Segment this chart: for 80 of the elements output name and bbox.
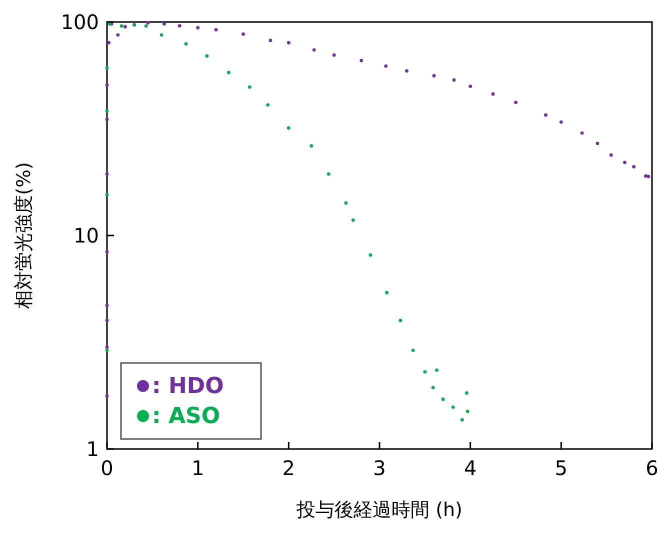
- point: [105, 250, 109, 254]
- point: [105, 348, 109, 352]
- point: [623, 160, 626, 164]
- point: [632, 165, 636, 168]
- point: [411, 348, 415, 352]
- point: [105, 394, 109, 398]
- point: [466, 410, 470, 414]
- point: [184, 42, 188, 46]
- point: [105, 193, 109, 197]
- point: [310, 144, 314, 148]
- point: [120, 24, 124, 28]
- point: [451, 405, 455, 409]
- x-tick-label: 5: [554, 456, 568, 480]
- point: [326, 172, 330, 176]
- point: [162, 22, 166, 26]
- point: [266, 103, 270, 107]
- point: [144, 24, 148, 28]
- point: [514, 100, 518, 104]
- point: [268, 38, 272, 42]
- x-tick-label: 4: [464, 456, 477, 480]
- point: [384, 64, 388, 68]
- point: [286, 40, 290, 44]
- x-tick-label: 2: [282, 456, 296, 480]
- point: [105, 304, 109, 308]
- point: [596, 142, 600, 146]
- point: [460, 418, 464, 422]
- y-tick-label: 1: [86, 437, 99, 461]
- point: [559, 120, 563, 124]
- point: [360, 58, 364, 62]
- point: [465, 391, 468, 395]
- point: [435, 368, 438, 372]
- legend-label: : HDO: [152, 374, 224, 399]
- point: [452, 78, 456, 82]
- x-tick-label: 0: [100, 456, 114, 480]
- point: [105, 172, 109, 176]
- point: [286, 126, 290, 130]
- x-tick-label: 1: [191, 456, 204, 480]
- point: [105, 318, 109, 322]
- point: [116, 33, 120, 37]
- point: [544, 113, 548, 117]
- point: [105, 118, 109, 122]
- point: [431, 386, 435, 390]
- point: [580, 131, 584, 135]
- point: [491, 92, 495, 96]
- point: [351, 218, 355, 222]
- point: [105, 66, 109, 70]
- point: [423, 370, 427, 374]
- x-axis-title: 投与後経過時間 (h): [296, 499, 462, 521]
- x-tick-label: 3: [373, 456, 386, 480]
- point: [248, 85, 252, 89]
- point: [242, 32, 245, 36]
- point: [123, 25, 127, 28]
- point: [214, 28, 218, 32]
- point: [178, 24, 182, 28]
- point: [196, 26, 200, 30]
- point: [385, 290, 388, 294]
- point: [105, 109, 109, 113]
- point: [398, 318, 402, 322]
- point: [105, 83, 109, 87]
- point: [405, 69, 408, 73]
- point: [205, 54, 209, 58]
- legend-label: : ASO: [152, 404, 220, 429]
- point: [609, 153, 613, 157]
- point: [432, 74, 436, 78]
- point: [146, 21, 150, 25]
- x-tick-label: 6: [646, 456, 658, 480]
- point: [227, 70, 230, 74]
- point: [312, 48, 316, 52]
- point: [468, 84, 472, 88]
- y-tick-label: 100: [60, 10, 99, 34]
- point: [441, 398, 445, 401]
- point: [646, 174, 650, 178]
- point: [332, 53, 336, 57]
- point: [107, 40, 111, 44]
- y-tick-label: 10: [74, 224, 99, 248]
- point: [344, 201, 348, 205]
- point: [105, 345, 109, 349]
- point: [160, 33, 164, 37]
- y-axis-title: 相対蛍光強度(%): [13, 162, 35, 309]
- point: [368, 253, 372, 257]
